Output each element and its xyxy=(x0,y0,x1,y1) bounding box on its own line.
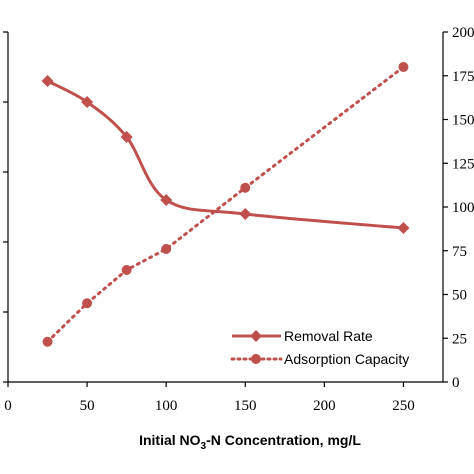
right-y-tick-label: 25 xyxy=(452,331,467,347)
right-y-ticks: 0 25 50 75 100 125 150 175 200 xyxy=(443,25,474,391)
chart-axes xyxy=(7,32,444,383)
x-tick-label: 50 xyxy=(80,398,95,414)
data-point-removal-rate xyxy=(120,131,133,143)
legend-label-removal-rate: Removal Rate xyxy=(284,328,373,344)
right-y-tick-label: 200 xyxy=(452,25,474,41)
data-point-adsorption-capacity xyxy=(240,182,251,193)
x-axis-label: Initial NO3-N Concentration, mg/L xyxy=(139,432,361,452)
data-point-removal-rate xyxy=(239,208,252,220)
data-point-adsorption-capacity xyxy=(121,265,132,275)
left-y-ticks xyxy=(3,31,8,383)
legend: Removal Rate Adsorption Capacity xyxy=(230,328,409,367)
x-tick-label: 200 xyxy=(313,398,336,414)
data-point-removal-rate xyxy=(41,75,54,87)
legend-label-adsorption-capacity: Adsorption Capacity xyxy=(284,351,409,367)
legend-item-adsorption-capacity: Adsorption Capacity xyxy=(230,351,409,367)
x-tick-label: 100 xyxy=(155,398,178,414)
right-y-tick-label: 0 xyxy=(452,375,460,391)
right-y-tick-label: 175 xyxy=(452,69,474,85)
right-y-tick-label: 150 xyxy=(452,113,474,129)
data-point-removal-rate xyxy=(397,222,410,234)
x-tick-label: 250 xyxy=(392,398,415,414)
x-tick-label: 150 xyxy=(234,398,257,414)
series-layer xyxy=(41,62,410,347)
x-tick-label: 0 xyxy=(4,398,12,414)
right-y-tick-label: 75 xyxy=(452,244,467,260)
data-point-removal-rate xyxy=(160,194,173,206)
legend-marker-removal-rate xyxy=(250,330,262,342)
data-point-adsorption-capacity xyxy=(161,244,172,254)
right-y-tick-label: 100 xyxy=(452,200,474,216)
x-axis-label-part: Initial NO xyxy=(139,432,201,448)
data-point-adsorption-capacity xyxy=(82,298,93,309)
right-y-tick-label: 125 xyxy=(452,156,474,172)
legend-marker-adsorption-capacity xyxy=(251,354,261,364)
data-point-removal-rate xyxy=(81,96,94,108)
series-line-adsorption-capacity xyxy=(46,65,405,344)
x-ticks: 0 50 100 150 200 250 xyxy=(4,382,415,414)
x-axis-label-subscript: 3 xyxy=(201,441,207,452)
series-line-removal-rate xyxy=(46,79,404,230)
x-axis-label-part: -N Concentration, mg/L xyxy=(206,432,361,448)
data-point-adsorption-capacity xyxy=(398,62,409,72)
right-y-tick-label: 50 xyxy=(452,288,467,304)
data-point-adsorption-capacity xyxy=(42,336,53,347)
legend-item-removal-rate: Removal Rate xyxy=(232,328,373,344)
